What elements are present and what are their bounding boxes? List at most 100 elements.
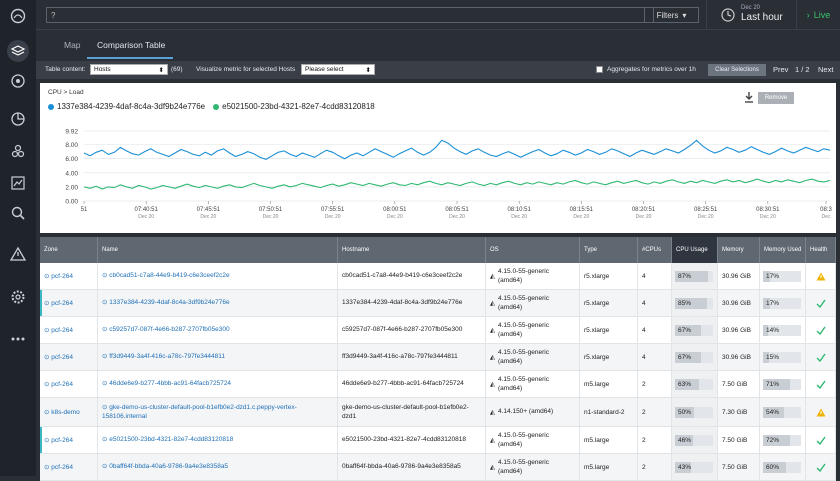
zone-link[interactable]: ⊙ pcf-264 — [44, 273, 73, 280]
filters-dropdown[interactable]: Filters ▾ — [644, 7, 699, 23]
memory-used-value: 60% — [766, 463, 780, 471]
col-memory-used-header[interactable]: Memory Used — [760, 237, 806, 263]
table-content-select[interactable]: Hosts ⬍ — [90, 64, 168, 75]
cpus-text: 4 — [642, 299, 646, 307]
cell-zone[interactable]: ⊙ pcf-264 — [40, 371, 98, 397]
metric-breadcrumb: CPU > Load — [48, 89, 84, 96]
cell-zone[interactable]: ⊙ k8s-demo — [40, 398, 98, 426]
host-name-link[interactable]: ⊙ c59257d7-087f-4e66-b287-2707fb05e300 — [102, 326, 230, 334]
type-text: m5.large — [584, 463, 610, 471]
cpu-usage-fill — [675, 406, 694, 418]
zone-link[interactable]: ⊙ pcf-264 — [44, 300, 73, 307]
table-row[interactable]: ⊙ pcf-264 ⊙ 46dde6e9-b277-4bbb-ac91-64fac… — [40, 371, 836, 398]
alerts-icon[interactable] — [9, 245, 27, 263]
settings-icon[interactable] — [9, 288, 27, 306]
time-picker[interactable]: Dec 20 Last hour — [706, 0, 826, 30]
type-text: r5.xlarge — [584, 353, 610, 361]
zone-link[interactable]: ⊙ pcf-264 — [44, 464, 73, 471]
y-tick-label: 9.92 — [65, 129, 78, 136]
table-row[interactable]: ⊙ k8s-demo ⊙ gke-demo-us-cluster-default-… — [40, 398, 836, 427]
selected-row-marker — [40, 427, 42, 453]
remove-button[interactable]: Remove — [758, 92, 794, 104]
zone-link[interactable]: ⊙ k8s-demo — [44, 409, 80, 416]
dashboards-icon[interactable] — [9, 110, 27, 128]
host-name-link[interactable]: ⊙ gke-demo-us-cluster-default-pool-b1efb… — [102, 403, 297, 420]
cell-health — [806, 290, 836, 316]
zone-link[interactable]: ⊙ pcf-264 — [44, 381, 73, 388]
col-health-header[interactable]: Health — [806, 237, 836, 263]
host-name-link[interactable]: ⊙ e5021500-23bd-4321-82e7-4cdd83120818 — [102, 436, 234, 444]
host-name-link[interactable]: ⊙ ff3d9449-3a4f-416c-a78c-797fe3444811 — [102, 353, 226, 361]
cell-health — [806, 344, 836, 370]
cell-name[interactable]: ⊙ 0baff64f-bbda-40a6-9786-9a4e3e8358a5 — [98, 454, 338, 480]
cell-zone[interactable]: ⊙ pcf-264 — [40, 427, 98, 453]
cell-name[interactable]: ⊙ 46dde6e9-b277-4bbb-ac91-64facb725724 — [98, 371, 338, 397]
zone-link[interactable]: ⊙ pcf-264 — [44, 327, 73, 334]
host-name-link[interactable]: ⊙ 0baff64f-bbda-40a6-9786-9a4e3e8358a5 — [102, 463, 229, 471]
col-os-header[interactable]: OS — [486, 237, 580, 263]
check-icon — [816, 463, 826, 472]
visualize-metric-select[interactable]: Please select ⬍ — [301, 64, 375, 75]
cpus-text: 2 — [642, 408, 646, 416]
logo-icon[interactable] — [9, 7, 27, 25]
y-tick-label: 0.00 — [65, 199, 78, 206]
table-row[interactable]: ⊙ pcf-264 ⊙ ff3d9449-3a4f-416c-a78c-797fe… — [40, 344, 836, 371]
tab-map[interactable]: Map — [64, 40, 81, 50]
table-row[interactable]: ⊙ pcf-264 ⊙ c59257d7-087f-4e66-b287-2707f… — [40, 317, 836, 344]
aggregates-checkbox[interactable] — [596, 66, 603, 73]
col-zone-header[interactable]: Zone — [40, 237, 98, 263]
linux-icon: ◭ — [490, 464, 495, 471]
cell-cpus: 4 — [638, 290, 672, 316]
chart-legend: 1337e384-4239-4daf-8c4a-3df9b24e776e e50… — [48, 102, 375, 111]
live-button[interactable]: › Live — [796, 0, 840, 30]
cell-name[interactable]: ⊙ c59257d7-087f-4e66-b287-2707fb05e300 — [98, 317, 338, 343]
table-row[interactable]: ⊙ pcf-264 ⊙ 1337e384-4239-4daf-8c4a-3df9b… — [40, 290, 836, 317]
search-zoom-icon[interactable] — [9, 204, 27, 222]
kubernetes-icon[interactable] — [9, 142, 27, 160]
table-row[interactable]: ⊙ pcf-264 ⊙ cb0cad51-c7a8-44e9-b419-c6e3c… — [40, 263, 836, 290]
col-memory-header[interactable]: Memory — [718, 237, 760, 263]
cell-name[interactable]: ⊙ e5021500-23bd-4321-82e7-4cdd83120818 — [98, 427, 338, 453]
cell-cpus: 4 — [638, 317, 672, 343]
cell-zone[interactable]: ⊙ pcf-264 — [40, 290, 98, 316]
host-name-link[interactable]: ⊙ cb0cad51-c7a8-44e9-b419-c6e3ceef2c2e — [102, 272, 230, 280]
legend-item[interactable]: 1337e384-4239-4daf-8c4a-3df9b24e776e — [48, 102, 205, 111]
zone-link[interactable]: ⊙ pcf-264 — [44, 354, 73, 361]
cpus-text: 2 — [642, 436, 646, 444]
host-name-link[interactable]: ⊙ 1337e384-4239-4daf-8c4a-3df9b24e776e — [102, 299, 230, 307]
download-icon[interactable] — [744, 91, 754, 103]
cell-zone[interactable]: ⊙ pcf-264 — [40, 454, 98, 480]
layers-icon[interactable] — [7, 40, 29, 62]
host-name-link[interactable]: ⊙ 46dde6e9-b277-4bbb-ac91-64facb725724 — [102, 380, 232, 388]
col-cpus-header[interactable]: #CPUs — [638, 237, 672, 263]
cell-zone[interactable]: ⊙ pcf-264 — [40, 263, 98, 289]
col-cpu-usage-header[interactable]: CPU Usage — [672, 237, 718, 263]
col-type-header[interactable]: Type — [580, 237, 638, 263]
more-icon[interactable] — [9, 330, 27, 348]
col-hostname-header[interactable]: Hostname — [338, 237, 486, 263]
memory-used-value: 17% — [766, 272, 780, 280]
clear-selections-button[interactable]: Clear Selections — [708, 64, 766, 76]
cell-name[interactable]: ⊙ 1337e384-4239-4daf-8c4a-3df9b24e776e — [98, 290, 338, 316]
search-input[interactable]: ? — [46, 7, 654, 23]
cell-name[interactable]: ⊙ ff3d9449-3a4f-416c-a78c-797fe3444811 — [98, 344, 338, 370]
chart-icon[interactable] — [9, 174, 27, 192]
cell-zone[interactable]: ⊙ pcf-264 — [40, 317, 98, 343]
legend-item[interactable]: e5021500-23bd-4321-82e7-4cdd83120818 — [213, 102, 375, 111]
table-row[interactable]: ⊙ pcf-264 ⊙ 0baff64f-bbda-40a6-9786-9a4e3… — [40, 454, 836, 481]
cell-name[interactable]: ⊙ gke-demo-us-cluster-default-pool-b1efb… — [98, 398, 338, 426]
tab-comparison-table[interactable]: Comparison Table — [97, 40, 166, 50]
table-row[interactable]: ⊙ pcf-264 ⊙ e5021500-23bd-4321-82e7-4cdd8… — [40, 427, 836, 454]
next-button[interactable]: Next — [818, 65, 834, 74]
memory-text: 7.30 GiB — [722, 408, 748, 416]
prev-button[interactable]: Prev — [773, 65, 789, 74]
zone-link[interactable]: ⊙ pcf-264 — [44, 437, 73, 444]
cpu-usage-fill — [675, 351, 701, 363]
cell-name[interactable]: ⊙ cb0cad51-c7a8-44e9-b419-c6e3ceef2c2e — [98, 263, 338, 289]
explore-icon[interactable] — [9, 72, 27, 90]
cell-zone[interactable]: ⊙ pcf-264 — [40, 344, 98, 370]
col-name-header[interactable]: Name — [98, 237, 338, 263]
breadcrumb-cpu[interactable]: CPU — [48, 89, 62, 96]
y-tick-label: 8.00 — [65, 142, 78, 149]
linux-icon: ◭ — [490, 437, 495, 444]
